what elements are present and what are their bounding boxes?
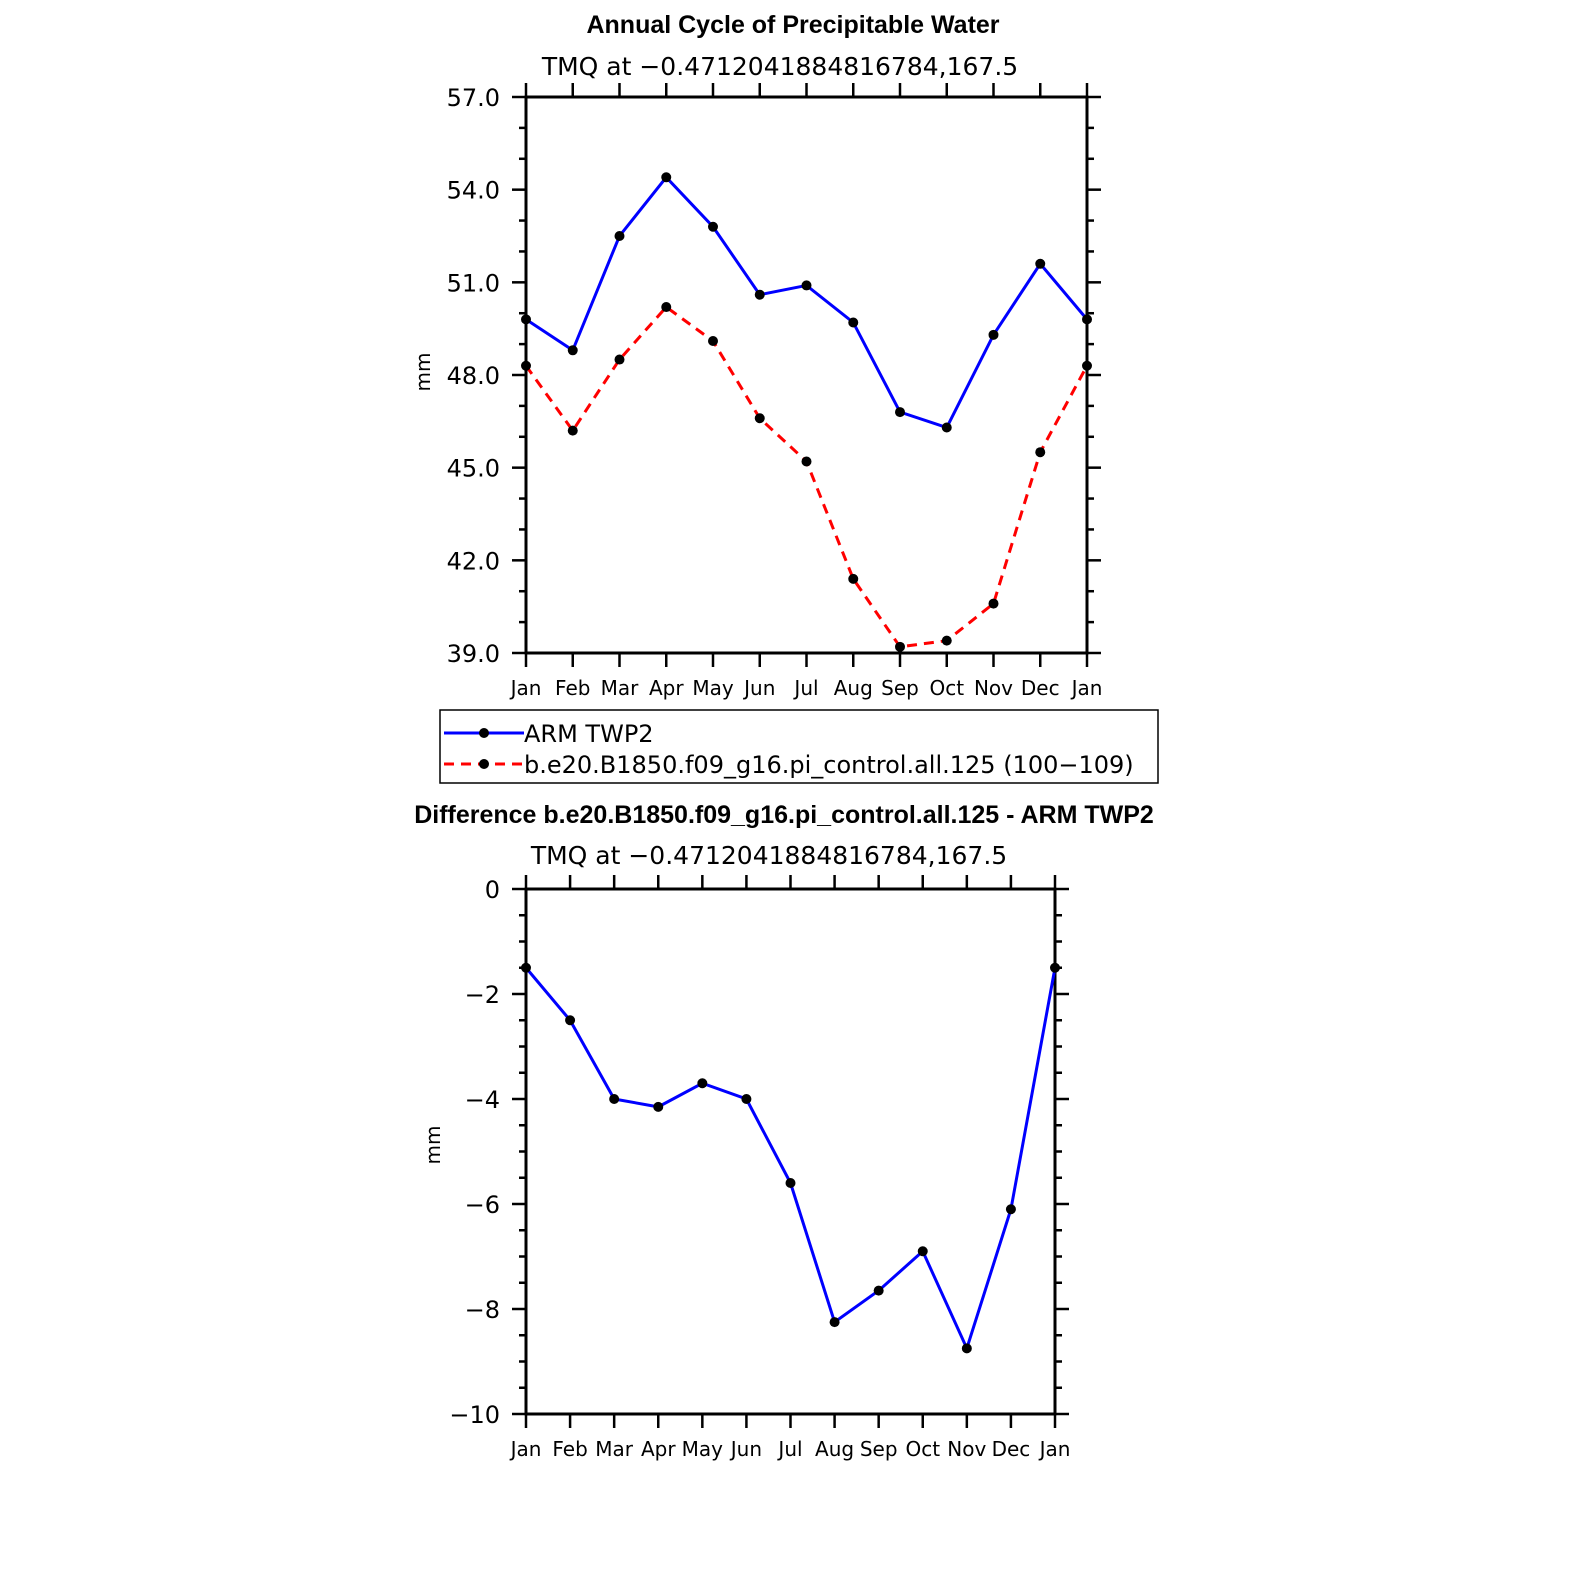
- chart1-series1-point: [848, 317, 859, 328]
- chart1-ytick-label: 42.0: [447, 547, 500, 575]
- chart2-xtick-label: Aug: [815, 1437, 854, 1461]
- chart1-series1-point: [567, 345, 578, 356]
- chart2-series1-point: [741, 1094, 752, 1104]
- chart2-xtick-label: Mar: [595, 1437, 634, 1461]
- chart2-xtick-label: Jan: [1038, 1437, 1071, 1461]
- chart1-ytick-label: 54.0: [447, 177, 500, 205]
- chart2-xtick-label: Feb: [552, 1437, 587, 1461]
- chart1-series1-point: [521, 314, 531, 325]
- chart1-subtitle: TMQ at −0.4712041884816784,167.5: [541, 52, 1018, 81]
- chart1-series1-point: [661, 172, 672, 183]
- chart2-xtick-label: Oct: [905, 1437, 940, 1461]
- chart1-series2-point: [567, 425, 578, 436]
- chart2-series1-point: [873, 1285, 884, 1296]
- chart1-ytick-label: 45.0: [447, 455, 500, 483]
- chart1-ytick-label: 39.0: [447, 640, 500, 668]
- chart1-frame: [524, 95, 1089, 655]
- chart1-plot: 39.0 42.0 45.0 48.0 51.0 54.0 57.0 Jan Feb Mar Apr…: [447, 83, 1103, 700]
- chart1-xtick-label: Jan: [1070, 676, 1103, 700]
- chart1-series2-point: [941, 635, 952, 646]
- chart1-series2-point: [848, 573, 859, 584]
- chart1-legend: ARM TWP2 b.e20.B1850.f09_g16.pi_control.…: [439, 709, 1159, 784]
- chart1-series1-point: [895, 407, 905, 418]
- chart1-xtick-label: Apr: [649, 676, 684, 700]
- chart1-xtick-label: Sep: [881, 676, 919, 700]
- chart2-series1-point: [1005, 1204, 1016, 1215]
- chart2-series1-point: [961, 1343, 972, 1354]
- chart2-xtick-label: May: [682, 1437, 724, 1461]
- chart1-series1-point: [1082, 314, 1092, 325]
- chart2-ytick-label: −10: [449, 1401, 500, 1429]
- chart1-xtick-label: Jun: [742, 676, 775, 700]
- chart1-xtick-label: Jul: [792, 676, 818, 700]
- chart2-ytick-label: −4: [465, 1086, 500, 1114]
- chart2-ytick-label: −8: [465, 1296, 500, 1324]
- chart2-series1-line: [524, 966, 1057, 1353]
- chart1-xtick-label: Nov: [974, 676, 1013, 700]
- chart2-ytick-label: −2: [465, 981, 500, 1009]
- chart2-series1-point: [609, 1094, 620, 1104]
- chart2-series1-point: [565, 1015, 576, 1026]
- legend-series1-marker: [479, 728, 489, 738]
- chart1-series2-point: [988, 598, 999, 609]
- chart2-series1-point: [785, 1178, 796, 1188]
- chart1-series2-point: [895, 641, 905, 652]
- chart2-series1-point: [521, 962, 531, 973]
- chart1-title: Annual Cycle of Precipitable Water: [586, 11, 999, 39]
- chart1-series2-point: [521, 360, 531, 371]
- chart1-series2-point: [1035, 447, 1046, 458]
- chart1-ytick-label: 48.0: [447, 362, 500, 390]
- chart2-series1-point: [917, 1246, 928, 1257]
- chart1-ytick-label: 51.0: [447, 269, 500, 297]
- chart1-series2-point: [754, 413, 765, 424]
- chart2-series1-point: [1050, 962, 1060, 973]
- chart1-series1-point: [941, 422, 952, 433]
- chart1-series1-point: [614, 231, 625, 241]
- chart2-xtick-label: Jan: [509, 1437, 542, 1461]
- chart2-xtick-label: Sep: [860, 1437, 898, 1461]
- chart1-series2-point: [708, 336, 718, 347]
- chart1-ytick-label: 57.0: [447, 84, 500, 112]
- chart2-subtitle: TMQ at −0.4712041884816784,167.5: [530, 841, 1007, 870]
- chart1-xtick-label: Oct: [929, 676, 964, 700]
- chart1-series2-point: [661, 302, 672, 313]
- chart2-ytick-label: 0: [485, 876, 500, 904]
- chart1-series2-point: [614, 354, 625, 365]
- chart1-series2-point: [801, 456, 812, 467]
- legend-series2-marker: [479, 759, 489, 769]
- chart2-series1-point: [829, 1317, 840, 1328]
- chart1-series1-point: [801, 280, 812, 291]
- chart2-plot: −10 −8 −6 −4 −2 0 Jan Feb Mar Apr May Jun Jul Aug Sep O…: [449, 875, 1070, 1461]
- chart2-xtick-label: Nov: [947, 1437, 986, 1461]
- chart1-series1-point: [754, 289, 765, 300]
- chart1-xtick-label: Feb: [555, 676, 590, 700]
- chart1-xtick-label: Aug: [834, 676, 873, 700]
- chart2-frame: [524, 887, 1057, 1416]
- chart1-xtick-label: May: [692, 676, 734, 700]
- chart2-series1-point: [697, 1078, 708, 1089]
- chart2-ytick-label: −6: [465, 1191, 500, 1219]
- legend-series2-label: b.e20.B1850.f09_g16.pi_control.all.125 (…: [524, 751, 1134, 779]
- chart1-xtick-label: Mar: [601, 676, 640, 700]
- chart2-title: Difference b.e20.B1850.f09_g16.pi_contro…: [414, 801, 1154, 829]
- chart2-xtick-label: Dec: [992, 1437, 1031, 1461]
- chart1-series1-point: [988, 329, 999, 340]
- legend-box: [439, 709, 1159, 784]
- chart1-ylabel: mm: [411, 353, 435, 392]
- chart1-series2-point: [1082, 360, 1092, 371]
- chart2-series1-point: [653, 1101, 664, 1112]
- chart2-xtick-label: Jun: [729, 1437, 762, 1461]
- chart1-xtick-label: Jan: [509, 676, 542, 700]
- chart1-series1-point: [708, 221, 718, 232]
- chart2-xtick-label: Apr: [641, 1437, 676, 1461]
- chart1-series2-line: [524, 305, 1089, 649]
- chart2-ylabel: mm: [421, 1126, 445, 1165]
- chart2-xtick-label: Jul: [776, 1437, 802, 1461]
- chart1-series1-point: [1035, 258, 1046, 269]
- chart1-series1-line: [525, 175, 1089, 430]
- chart1-xtick-label: Dec: [1021, 676, 1060, 700]
- legend-series1-label: ARM TWP2: [524, 720, 654, 748]
